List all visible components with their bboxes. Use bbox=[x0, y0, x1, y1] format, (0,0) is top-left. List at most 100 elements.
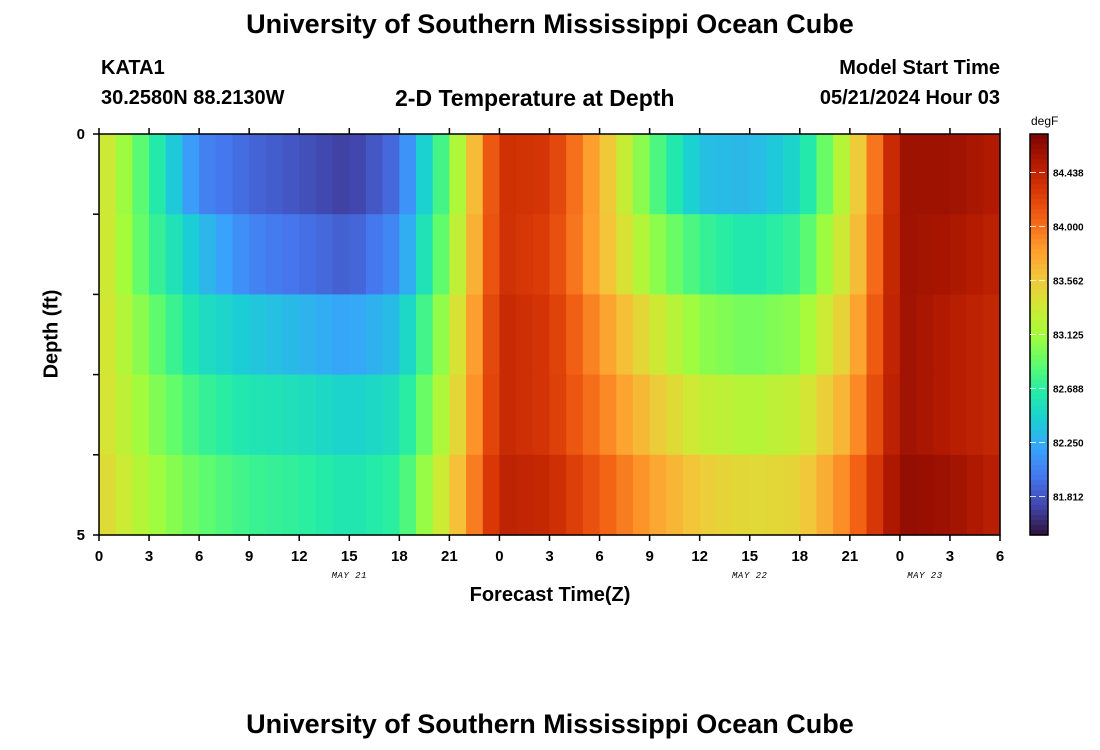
heatmap-cell bbox=[449, 454, 467, 536]
colorbar-segment bbox=[1030, 289, 1048, 295]
heatmap-cell bbox=[499, 134, 517, 215]
heatmap-cell bbox=[382, 454, 400, 536]
heatmap-cell bbox=[132, 214, 150, 295]
heatmap-cell bbox=[315, 294, 334, 376]
colorbar-tick-label: 83.562 bbox=[1053, 277, 1084, 288]
heatmap-cell bbox=[883, 294, 901, 376]
heatmap-cell bbox=[866, 294, 884, 376]
colorbar-segment bbox=[1030, 174, 1048, 180]
colorbar-segment bbox=[1030, 194, 1048, 200]
heatmap-cell bbox=[315, 454, 334, 536]
heatmap-cell bbox=[749, 454, 768, 536]
colorbar-segment bbox=[1030, 404, 1048, 411]
heatmap-cell bbox=[449, 294, 467, 376]
colorbar-unit: degF bbox=[1031, 114, 1058, 128]
colorbar-segment bbox=[1030, 419, 1048, 426]
colorbar-segment bbox=[1030, 424, 1048, 431]
x-tick-label: 12 bbox=[291, 548, 308, 565]
heatmap-cell bbox=[249, 214, 267, 295]
colorbar-tick-label: 83.125 bbox=[1053, 331, 1084, 342]
station-coords: 30.2580N 88.2130W bbox=[101, 87, 285, 109]
heatmap-cell bbox=[332, 134, 350, 215]
heatmap-cell bbox=[599, 294, 617, 376]
heatmap-cell bbox=[215, 454, 234, 536]
heatmap-cell bbox=[799, 374, 818, 456]
heatmap-cell bbox=[649, 214, 667, 295]
colorbar-segment bbox=[1030, 144, 1048, 150]
heatmap-cell bbox=[699, 374, 717, 456]
colorbar-tick-label: 84.438 bbox=[1053, 168, 1084, 179]
heatmap-cell bbox=[783, 134, 801, 215]
colorbar-segment bbox=[1030, 469, 1048, 476]
heatmap-cell bbox=[816, 134, 834, 215]
heatmap-cell bbox=[582, 374, 601, 456]
heatmap-cell bbox=[916, 134, 934, 215]
heatmap-cell bbox=[365, 134, 384, 215]
heatmap-cell bbox=[933, 374, 951, 456]
colorbar-segment bbox=[1030, 484, 1048, 491]
colorbar-segment bbox=[1030, 394, 1048, 401]
heatmap-cell bbox=[566, 454, 584, 536]
heatmap-cell bbox=[899, 374, 918, 456]
heatmap-cell bbox=[165, 454, 184, 536]
heatmap-cell bbox=[132, 374, 150, 456]
heatmap-cell bbox=[883, 374, 901, 456]
heatmap-cell bbox=[332, 294, 350, 376]
heatmap-cell bbox=[716, 374, 734, 456]
heatmap-cell bbox=[899, 214, 918, 295]
heatmap-cell bbox=[749, 134, 768, 215]
heatmap-cell bbox=[833, 134, 851, 215]
heatmap-cell bbox=[949, 374, 968, 456]
heatmap-cell bbox=[599, 214, 617, 295]
heatmap-cell bbox=[983, 214, 1001, 295]
heatmap-cell bbox=[299, 374, 317, 456]
heatmap-cell bbox=[265, 214, 284, 295]
x-tick-label: 9 bbox=[245, 548, 253, 565]
heatmap-cell bbox=[199, 454, 217, 536]
heatmap-cell bbox=[833, 214, 851, 295]
heatmap-cell bbox=[482, 134, 501, 215]
heatmap-cell bbox=[599, 374, 617, 456]
heatmap-cell bbox=[733, 134, 751, 215]
heatmap-cell bbox=[516, 134, 534, 215]
heatmap-cell bbox=[516, 214, 534, 295]
heatmap-cell bbox=[866, 214, 884, 295]
colorbar-segment bbox=[1030, 489, 1048, 496]
heatmap-cell bbox=[249, 454, 267, 536]
heatmap-cell bbox=[115, 454, 133, 536]
heatmap-cell bbox=[349, 454, 367, 536]
heatmap-cell bbox=[566, 374, 584, 456]
colorbar-segment bbox=[1030, 299, 1048, 306]
heatmap-cell bbox=[549, 294, 567, 376]
heatmap-cell bbox=[566, 214, 584, 295]
x-tick-label: 3 bbox=[946, 548, 954, 565]
heatmap-cell bbox=[99, 134, 117, 215]
heatmap-cell bbox=[983, 294, 1001, 376]
heatmap-cell bbox=[132, 134, 150, 215]
heatmap-cell bbox=[449, 374, 467, 456]
heatmap-cell bbox=[933, 294, 951, 376]
heatmap-cell bbox=[365, 294, 384, 376]
heatmap-cell bbox=[99, 454, 117, 536]
heatmap-cell bbox=[199, 214, 217, 295]
colorbar-tick-label: 84.000 bbox=[1053, 223, 1084, 234]
heatmap-cell bbox=[299, 214, 317, 295]
x-tick-label: 6 bbox=[195, 548, 203, 565]
heatmap-cell bbox=[582, 294, 601, 376]
heatmap-cell bbox=[699, 214, 717, 295]
heatmap-cell bbox=[99, 214, 117, 295]
heatmap-cell bbox=[949, 294, 968, 376]
heatmap-cell bbox=[866, 134, 884, 215]
heatmap-cell bbox=[349, 294, 367, 376]
heatmap-cell bbox=[432, 374, 450, 456]
heatmap-cell bbox=[949, 454, 968, 536]
heatmap-cell bbox=[232, 214, 250, 295]
colorbar-segment bbox=[1030, 209, 1048, 215]
colorbar-segment bbox=[1030, 384, 1048, 391]
heatmap-cell bbox=[783, 214, 801, 295]
heatmap-cell bbox=[716, 134, 734, 215]
heatmap-cell bbox=[416, 374, 434, 456]
colorbar-segment bbox=[1030, 429, 1048, 436]
heatmap-cell bbox=[466, 374, 484, 456]
heatmap-cell bbox=[399, 134, 417, 215]
